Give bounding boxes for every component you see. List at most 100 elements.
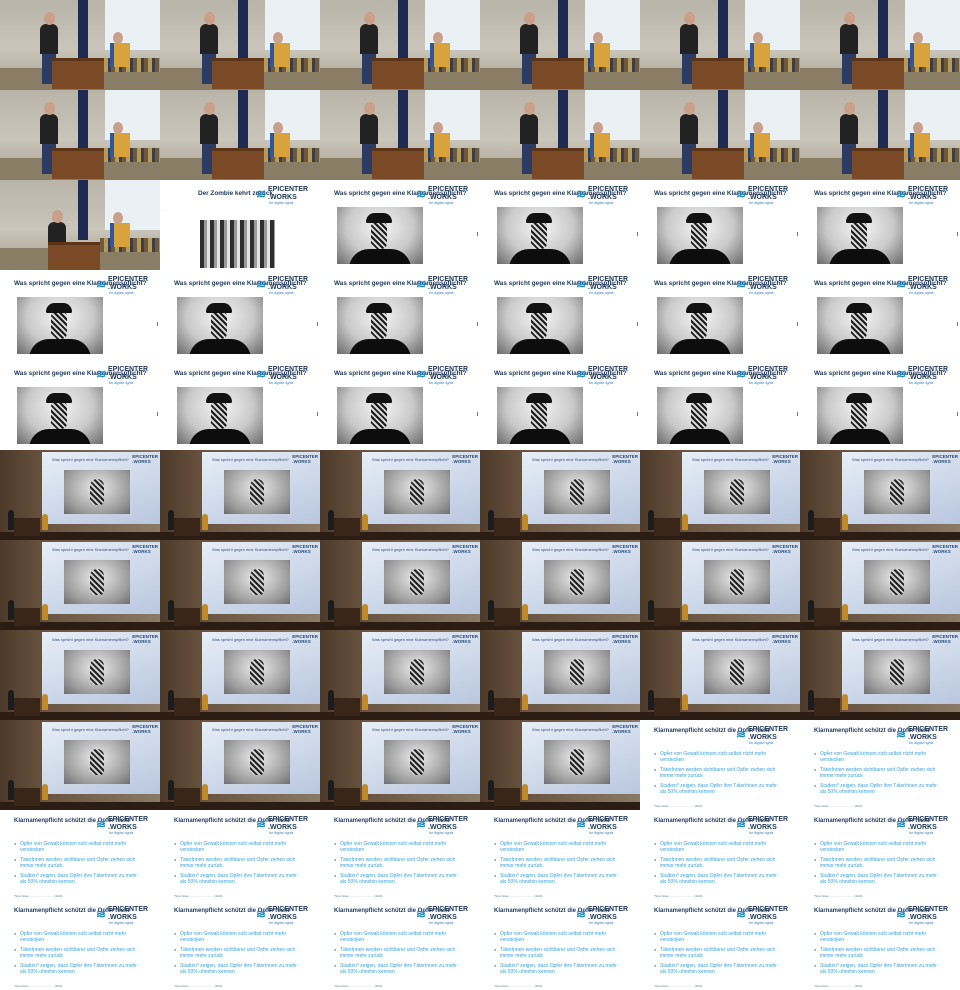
stage bbox=[640, 622, 800, 630]
slide-thumbnail-opfer[interactable]: Klarnamenpflicht schützt die Opfer nicht… bbox=[160, 810, 320, 900]
projected-logo: EPICENTER .WORKS bbox=[292, 544, 318, 554]
lectern bbox=[48, 242, 100, 270]
slide-thumbnail-klarnamen[interactable]: Was spricht gegen eine Klarnamenspflicht… bbox=[640, 270, 800, 360]
auditorium-projection-thumbnail[interactable]: Was spricht gegen eine Klarnamenspflicht… bbox=[160, 720, 320, 810]
auditorium-projection-thumbnail[interactable]: Was spricht gegen eine Klarnamenspflicht… bbox=[160, 630, 320, 720]
auditorium-projection-thumbnail[interactable]: Was spricht gegen eine Klarnamenspflicht… bbox=[480, 720, 640, 810]
slide-thumbnail-klarnamen[interactable]: Was spricht gegen eine Klarnamenspflicht… bbox=[480, 180, 640, 270]
speaker-stage-thumbnail[interactable] bbox=[160, 0, 320, 90]
slide-thumbnail-klarnamen[interactable]: Was spricht gegen eine Klarnamenspflicht… bbox=[160, 270, 320, 360]
slide-thumbnail-klarnamen[interactable]: Was spricht gegen eine Klarnamenspflicht… bbox=[800, 180, 960, 270]
speaker-stage-thumbnail[interactable] bbox=[480, 90, 640, 180]
equipment-table bbox=[100, 148, 160, 162]
stage bbox=[0, 712, 160, 720]
slide-thumbnail-opfer[interactable]: Klarnamenpflicht schützt die Opfer nicht… bbox=[640, 900, 800, 990]
epicenter-works-logo: ≋ EPICENTER .WORKS for digital rights bbox=[416, 365, 470, 387]
speaker-stage-thumbnail[interactable] bbox=[640, 0, 800, 90]
photo-face bbox=[531, 309, 547, 339]
slide-thumbnail-opfer[interactable]: Klarnamenpflicht schützt die Opfer nicht… bbox=[320, 900, 480, 990]
auditorium-projection-thumbnail[interactable]: Was spricht gegen eine Klarnamenspflicht… bbox=[480, 630, 640, 720]
lectern bbox=[494, 518, 520, 536]
slide-bullet: Opfer von Gewalt können sich selbst nich… bbox=[174, 841, 298, 853]
slide-thumbnail-opfer[interactable]: Klarnamenpflicht schützt die Opfer nicht… bbox=[480, 900, 640, 990]
auditorium-projection-thumbnail[interactable]: Was spricht gegen eine Klarnamenspflicht… bbox=[640, 450, 800, 540]
projection-screen: Was spricht gegen eine Klarnamenspflicht… bbox=[842, 452, 960, 524]
interpreter-figure bbox=[522, 604, 528, 620]
logo-wave-icon: ≋ bbox=[576, 907, 587, 921]
auditorium-projection-thumbnail[interactable]: Was spricht gegen eine Klarnamenspflicht… bbox=[640, 540, 800, 630]
logo-wave-icon: ≋ bbox=[96, 367, 107, 381]
slide-thumbnail-opfer[interactable]: Klarnamenpflicht schützt die Opfer nicht… bbox=[800, 810, 960, 900]
logo-wordmark: EPICENTER .WORKS bbox=[908, 366, 949, 381]
slide-thumbnail-klarnamen[interactable]: Was spricht gegen eine Klarnamenspflicht… bbox=[480, 360, 640, 450]
slide-thumbnail-klarnamen[interactable]: Was spricht gegen eine Klarnamenspflicht… bbox=[640, 180, 800, 270]
slide-thumbnail-klarnamen[interactable]: Was spricht gegen eine Klarnamenspflicht… bbox=[160, 360, 320, 450]
auditorium-projection-thumbnail[interactable]: Was spricht gegen eine Klarnamenspflicht… bbox=[0, 450, 160, 540]
slide-thumbnail-klarnamen[interactable]: Was spricht gegen eine Klarnamenspflicht… bbox=[320, 270, 480, 360]
auditorium-projection-thumbnail[interactable]: Was spricht gegen eine Klarnamenspflicht… bbox=[480, 450, 640, 540]
speaker-stage-thumbnail[interactable] bbox=[480, 0, 640, 90]
slide-thumbnail-opfer[interactable]: Klarnamenpflicht schützt die Opfer nicht… bbox=[0, 810, 160, 900]
speaker-stage-thumbnail[interactable] bbox=[160, 90, 320, 180]
slide-thumbnail-klarnamen[interactable]: Was spricht gegen eine Klarnamenspflicht… bbox=[320, 360, 480, 450]
slide-thumbnail-klarnamen[interactable]: Was spricht gegen eine Klarnamenspflicht… bbox=[0, 360, 160, 450]
slide-bullet: Opfer von Gewalt können sich selbst nich… bbox=[654, 841, 778, 853]
slide-thumbnail-klarnamen[interactable]: Was spricht gegen eine Klarnamenspflicht… bbox=[800, 270, 960, 360]
stage bbox=[640, 712, 800, 720]
auditorium-projection-thumbnail[interactable]: Was spricht gegen eine Klarnamenspflicht… bbox=[0, 720, 160, 810]
auditorium-projection-thumbnail[interactable]: Was spricht gegen eine Klarnamenspflicht… bbox=[320, 540, 480, 630]
slide-thumbnail-opfer[interactable]: Klarnamenpflicht schützt die Opfer nicht… bbox=[160, 900, 320, 990]
auditorium-projection-thumbnail[interactable]: Was spricht gegen eine Klarnamenspflicht… bbox=[320, 630, 480, 720]
speaker-stage-thumbnail[interactable] bbox=[640, 90, 800, 180]
logo-wordmark: EPICENTER .WORKS bbox=[428, 276, 469, 291]
auditorium-projection-thumbnail[interactable]: Was spricht gegen eine Klarnamenspflicht… bbox=[0, 540, 160, 630]
slide-thumbnail-opfer[interactable]: Klarnamenpflicht schützt die Opfer nicht… bbox=[800, 900, 960, 990]
slide-title: Was spricht gegen eine Klarnamenspflicht… bbox=[814, 190, 947, 197]
speaker-stage-thumbnail[interactable] bbox=[0, 0, 160, 90]
auditorium-projection-thumbnail[interactable]: Was spricht gegen eine Klarnamenspflicht… bbox=[320, 450, 480, 540]
auditorium-projection-thumbnail[interactable]: Was spricht gegen eine Klarnamenspflicht… bbox=[800, 540, 960, 630]
slide-bullet: Studien* zeigen, dass Opfer ihre TäterIn… bbox=[14, 873, 138, 885]
stage bbox=[0, 622, 160, 630]
bullet-list: Opfer von Gewalt können sich selbst nich… bbox=[14, 841, 138, 889]
slide-photo bbox=[200, 220, 275, 268]
epicenter-works-logo: ≋ EPICENTER .WORKS for digital rights bbox=[96, 275, 150, 297]
slide-thumbnail-klarnamen[interactable]: Was spricht gegen eine Klarnamenspflicht… bbox=[480, 270, 640, 360]
auditorium-projection-thumbnail[interactable]: Was spricht gegen eine Klarnamenspflicht… bbox=[320, 720, 480, 810]
slide-thumbnail-klarnamen[interactable]: Was spricht gegen eine Klarnamenspflicht… bbox=[320, 180, 480, 270]
slide-thumbnail-opfer[interactable]: Klarnamenpflicht schützt die Opfer nicht… bbox=[480, 810, 640, 900]
speaker-stage-thumbnail[interactable] bbox=[0, 180, 160, 270]
slide-bullet: Opfer von Gewalt können sich selbst nich… bbox=[814, 931, 938, 943]
logo-wave-icon: ≋ bbox=[256, 817, 267, 831]
slide-thumbnail-klarnamen[interactable]: Was spricht gegen eine Klarnamenspflicht… bbox=[800, 360, 960, 450]
stage bbox=[320, 712, 480, 720]
slide-thumbnail-opfer[interactable]: Klarnamenpflicht schützt die Opfer nicht… bbox=[640, 720, 800, 810]
auditorium-projection-thumbnail[interactable]: Was spricht gegen eine Klarnamenspflicht… bbox=[800, 630, 960, 720]
auditorium-projection-thumbnail[interactable]: Was spricht gegen eine Klarnamenspflicht… bbox=[0, 630, 160, 720]
speaker-stage-thumbnail[interactable] bbox=[320, 90, 480, 180]
interpreter-head bbox=[113, 32, 123, 44]
slide-thumbnail-klarnamen[interactable]: Was spricht gegen eine Klarnamenspflicht… bbox=[640, 360, 800, 450]
auditorium-projection-thumbnail[interactable]: Was spricht gegen eine Klarnamenspflicht… bbox=[640, 630, 800, 720]
slide-thumbnail-opfer[interactable]: Klarnamenpflicht schützt die Opfer nicht… bbox=[320, 810, 480, 900]
speaker-stage-thumbnail[interactable] bbox=[0, 90, 160, 180]
speaker-stage-thumbnail[interactable] bbox=[800, 90, 960, 180]
auditorium-projection-thumbnail[interactable]: Was spricht gegen eine Klarnamenspflicht… bbox=[800, 450, 960, 540]
slide-thumbnail-opfer[interactable]: Klarnamenpflicht schützt die Opfer nicht… bbox=[640, 810, 800, 900]
slide-thumbnail-zombie[interactable]: Der Zombie kehrt zurück ≋ EPICENTER .WORKS f… bbox=[160, 180, 320, 270]
auditorium-projection-thumbnail[interactable]: Was spricht gegen eine Klarnamenspflicht… bbox=[480, 540, 640, 630]
slide-thumbnail-opfer[interactable]: Klarnamenpflicht schützt die Opfer nicht… bbox=[0, 900, 160, 990]
slide-title: Klarnamenpflicht schützt die Opfer nicht bbox=[654, 908, 770, 914]
auditorium-projection-thumbnail[interactable]: Was spricht gegen eine Klarnamenspflicht… bbox=[160, 450, 320, 540]
equipment-table bbox=[580, 58, 640, 72]
slide-thumbnail-klarnamen[interactable]: Was spricht gegen eine Klarnamenspflicht… bbox=[0, 270, 160, 360]
photo-face bbox=[691, 309, 707, 339]
auditorium-projection-thumbnail[interactable]: Was spricht gegen eine Klarnamenspflicht… bbox=[160, 540, 320, 630]
curtain bbox=[78, 0, 88, 60]
speaker-stage-thumbnail[interactable] bbox=[800, 0, 960, 90]
slide-thumbnail-opfer[interactable]: Klarnamenpflicht schützt die Opfer nicht… bbox=[800, 720, 960, 810]
logo-tagline: for digital rights bbox=[269, 921, 294, 925]
slide-title: Was spricht gegen eine Klarnamenspflicht… bbox=[494, 370, 627, 377]
speaker-stage-thumbnail[interactable] bbox=[320, 0, 480, 90]
slide-title: Was spricht gegen eine Klarnamenspflicht… bbox=[334, 370, 467, 377]
